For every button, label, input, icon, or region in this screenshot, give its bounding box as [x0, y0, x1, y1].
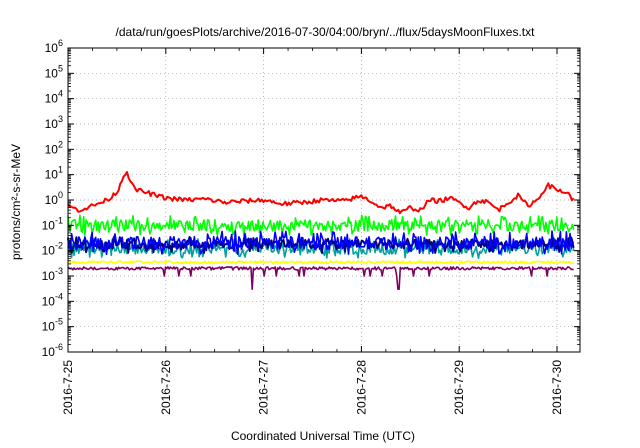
y-tick-label: 106: [45, 38, 63, 55]
chart-title: /data/run/goesPlots/archive/2016-07-30/0…: [116, 25, 536, 39]
y-tick-label: 103: [45, 114, 63, 131]
x-tick-label: 2016-7-30: [550, 360, 564, 415]
series-line-red: [67, 171, 575, 215]
axes: [67, 47, 581, 353]
y-tick-label: 10-3: [42, 266, 63, 283]
x-tick-label: 2016-7-28: [354, 360, 368, 415]
y-tick-label: 10-1: [42, 215, 63, 232]
y-tick-label: 10-4: [42, 291, 63, 308]
y-tick-label: 105: [45, 63, 63, 80]
y-tick-label: 10-2: [42, 241, 63, 258]
series-line: [67, 214, 575, 237]
y-tick-label: 102: [45, 139, 63, 156]
y-tick-label: 100: [45, 190, 63, 207]
y-tick-label: 101: [45, 165, 63, 182]
x-axis-label: Coordinated Universal Time (UTC): [231, 429, 415, 443]
plot-frame: [67, 47, 581, 353]
series-lines: [67, 171, 575, 290]
series-line: [67, 266, 574, 290]
x-tick-label: 2016-7-27: [257, 360, 271, 415]
y-tick-label: 10-6: [42, 342, 63, 359]
series-line: [67, 260, 574, 265]
x-tick-label: 2016-7-26: [159, 360, 173, 415]
y-axis-label: protons/cm²-s-sr-MeV: [9, 144, 23, 260]
y-tick-label: 10-5: [42, 317, 63, 334]
series-line: [67, 230, 575, 256]
x-tick-labels: 2016-7-25 2016-7-26 2016-7-27 2016-7-28 2016…: [61, 360, 564, 415]
y-tick-labels: 10-6 10-5 10-4 10-3 10-2 10-1 100 101 102 103 104 1…: [42, 38, 63, 359]
y-tick-label: 104: [45, 89, 63, 106]
x-tick-label: 2016-7-29: [452, 360, 466, 415]
x-tick-label: 2016-7-25: [61, 360, 75, 415]
